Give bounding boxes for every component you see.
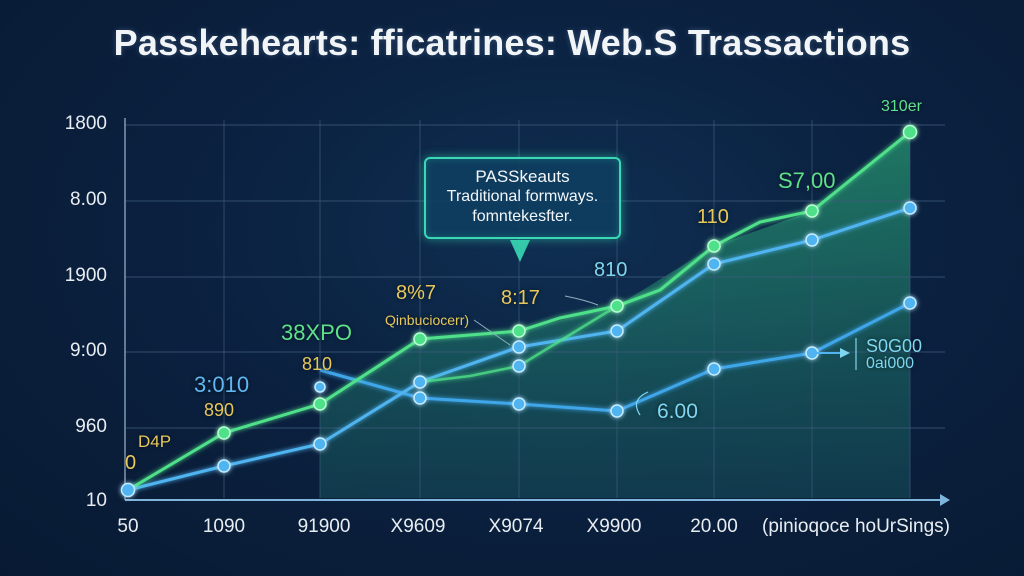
data-label: S0G00 [866, 336, 923, 356]
blue-markers [120, 201, 917, 498]
y-tick-label: 9:00 [70, 340, 107, 361]
callout-line-3: fomntekesfter. [472, 208, 573, 225]
series-green [127, 130, 911, 492]
data-label: 0ai000 [866, 355, 915, 372]
callout-pointer-icon [510, 240, 530, 262]
data-label: S7,00 [778, 168, 836, 193]
y-tick-label: 1800 [64, 113, 107, 134]
y-tick-label: 1900 [64, 265, 107, 286]
data-label: 38XPO [281, 320, 352, 345]
x-tick-label: 1090 [202, 516, 246, 537]
green-markers [217, 124, 918, 440]
y-tick-label: 10 [85, 490, 107, 511]
x-tick-label: 91900 [297, 516, 351, 537]
x-axis-label: (pinioqoce hoUrSings) [762, 516, 950, 537]
data-label: 6.00 [657, 400, 698, 423]
data-label: 8:17 [501, 287, 540, 309]
x-tick-label: 20.00 [690, 516, 738, 537]
y-tick-label: 8.00 [70, 189, 107, 210]
callout-line-1: PASSkeauts [475, 167, 570, 186]
callout-line-2: Traditional formways. [446, 188, 599, 205]
chart-title: Passkehearts: fficatrines: Web.S Trassac… [113, 22, 911, 63]
x-tick-label: 50 [117, 516, 139, 537]
data-label: Qinbuciocerr) [385, 312, 470, 328]
data-label: 890 [204, 400, 235, 420]
data-label: D4P [138, 432, 172, 451]
annotation-leader-arrow [564, 295, 599, 306]
data-label: 310er [881, 98, 922, 115]
arrow-to-label-icon [840, 348, 850, 358]
data-label: 810 [594, 259, 628, 281]
data-label: 110 [697, 206, 729, 228]
x-tick-label: X9074 [488, 516, 544, 537]
x-tick-label: X9900 [586, 516, 642, 537]
y-tick-label: 960 [75, 416, 107, 437]
annotation-leader-line [473, 319, 511, 346]
series-green-secondary [419, 304, 618, 384]
data-label: 8%7 [396, 282, 437, 304]
data-label: 810 [302, 354, 333, 374]
callout-box: PASSkeauts Traditional formways. fomntek… [424, 157, 621, 239]
x-tick-label: X9609 [390, 516, 446, 537]
x-axis-arrow-icon [940, 494, 950, 506]
green-area-fill [320, 132, 910, 498]
data-label: 0 [125, 452, 137, 474]
annotation-arc [635, 391, 649, 416]
data-label: 3:010 [194, 372, 250, 397]
